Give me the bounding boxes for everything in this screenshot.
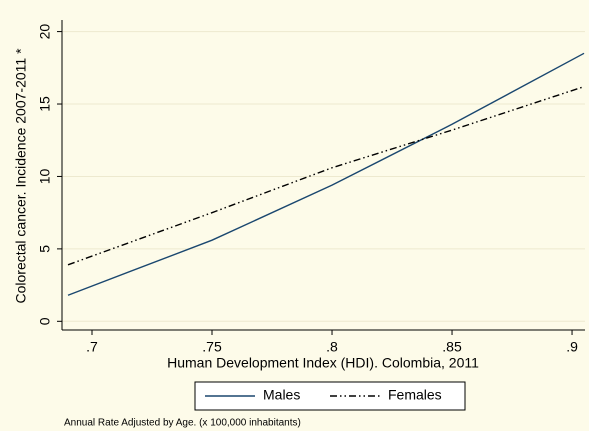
- y-tick-label: 20: [37, 24, 53, 40]
- x-tick-label: .75: [202, 339, 222, 355]
- x-tick-label: .9: [566, 339, 578, 355]
- y-tick-label: 5: [37, 245, 53, 253]
- legend-label: Males: [263, 387, 300, 403]
- line: [67, 85, 585, 266]
- x-tick-label: .85: [442, 339, 462, 355]
- x-axis-title: Human Development Index (HDI). Colombia,…: [167, 355, 479, 371]
- line: [67, 52, 585, 296]
- y-tick-label: 0: [37, 317, 53, 325]
- note: Annual Rate Adjusted by Age. (x 100,000 …: [64, 418, 301, 429]
- x-tick-label: .8: [326, 339, 338, 355]
- x-tick-label: .7: [86, 339, 98, 355]
- y-tick-label: 10: [37, 168, 53, 184]
- y-axis-title: Colorectal cancer. Incidence 2007-2011 *: [13, 48, 29, 304]
- plot-area: [62, 20, 585, 330]
- legend-label: Females: [388, 387, 442, 403]
- y-tick-label: 15: [37, 96, 53, 112]
